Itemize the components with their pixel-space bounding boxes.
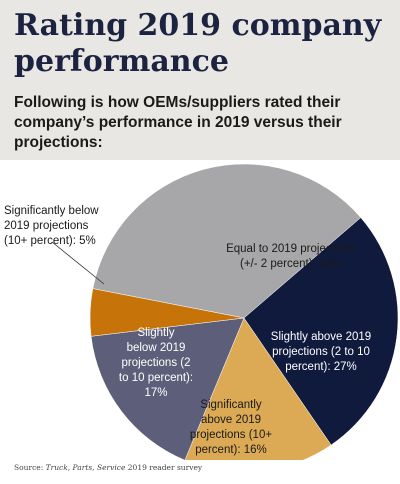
slice-label-line: projections (10+: [189, 429, 273, 441]
page-subtitle: Following is how OEMs/suppliers rated th…: [14, 94, 342, 151]
slice-label-line: Significantly below: [4, 205, 99, 217]
slice-label-line: Slightly above 2019: [270, 331, 372, 343]
pie-slice-slightly-above: [243, 217, 399, 446]
pie-slices: [89, 163, 399, 460]
slice-label-line: projections (2 to 10: [272, 346, 370, 358]
callout-leader-line: [51, 241, 105, 285]
slice-label-line: 17%: [144, 387, 168, 399]
slice-label-line: to 10 percent):: [118, 372, 194, 384]
pie-chart-area: Equal to 2019 projections (+/- 2 percent…: [0, 160, 400, 460]
title-line: Rating 2019 company: [14, 8, 382, 43]
slice-label-line: percent): 16%: [195, 444, 267, 456]
pie-slice-slightly-below: [90, 317, 245, 460]
pie-chart: [51, 163, 399, 460]
slice-label-line: Significantly: [200, 399, 262, 411]
slice-label-line: Equal to 2019 projections: [226, 243, 356, 255]
slice-label-line: (10+ percent): 5%: [4, 235, 96, 247]
slice-label-slightly-below: Slightly below 2019 projections (2 to 10…: [104, 326, 208, 401]
pie-slice-significantly-below: [89, 288, 245, 337]
pie-slice-equal: [92, 163, 362, 319]
source-note: Source: Truck, Parts, Service 2019 reade…: [14, 463, 202, 472]
slice-label-line: above 2019: [200, 414, 262, 426]
slice-label-significantly-above: Significantly above 2019 projections (10…: [176, 398, 286, 458]
source-prefix: Source:: [14, 463, 46, 472]
slice-label-line: (+/- 2 percent): 36%: [240, 258, 342, 270]
page-title: Rating 2019 company performance: [14, 8, 394, 80]
slice-label-line: below 2019: [126, 342, 186, 354]
source-publication: Truck, Parts, Service: [45, 463, 126, 472]
pie-slice-significantly-above: [184, 317, 332, 460]
slice-label-equal: Equal to 2019 projections (+/- 2 percent…: [213, 242, 369, 272]
header-panel: Rating 2019 company performance Followin…: [0, 0, 400, 160]
slice-label-slightly-above: Slightly above 2019 projections (2 to 10…: [254, 330, 388, 375]
title-line: performance: [14, 44, 229, 79]
slice-label-line: percent): 27%: [285, 361, 357, 373]
source-suffix: 2019 reader survey: [125, 463, 203, 472]
slice-label-line: 2019 projections: [4, 220, 89, 232]
slice-label-line: Slightly: [137, 327, 175, 339]
slice-label-line: projections (2: [121, 357, 191, 369]
slice-label-significantly-below: Significantly below 2019 projections (10…: [4, 204, 124, 249]
